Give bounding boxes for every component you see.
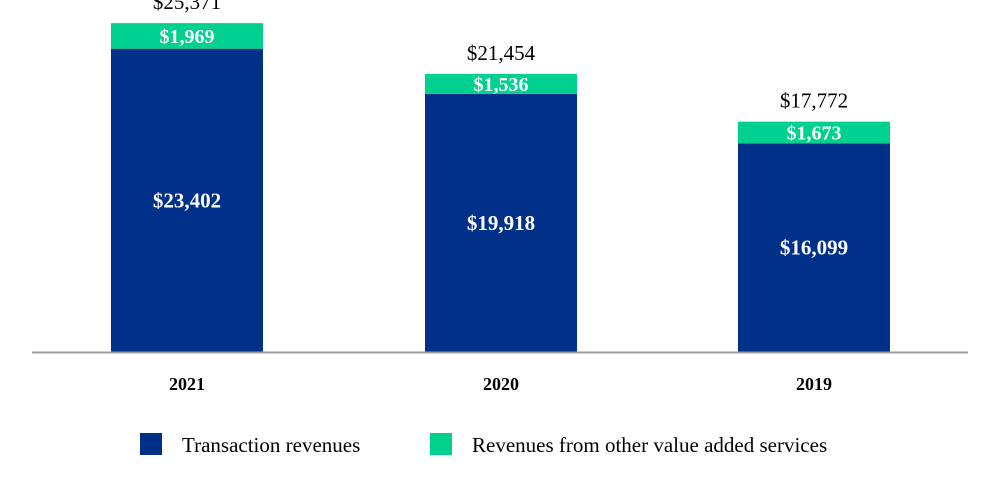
bar-label-transaction-2021: $23,402: [153, 188, 221, 212]
bar-total-label-2019: $17,772: [780, 89, 848, 113]
bar-segment-value-added-2020: [425, 73, 577, 94]
legend-swatch-value-added: [430, 433, 452, 455]
bar-segment-value-added-2021: [111, 23, 263, 49]
bar-label-transaction-2019: $16,099: [780, 236, 848, 260]
legend-swatch-transaction: [140, 433, 162, 455]
bar-segment-transaction-2020: [425, 93, 577, 352]
legend-label-value-added: Revenues from other value added services: [472, 433, 827, 457]
x-tick-label-2021: 2021: [169, 374, 205, 394]
bar-label-value-added-2020: $1,536: [474, 74, 529, 96]
bar-segment-transaction-2021: [111, 48, 263, 353]
bar-label-value-added-2019: $1,673: [787, 122, 842, 144]
bar-label-value-added-2021: $1,969: [160, 26, 215, 48]
bar-total-label-2021: $25,371: [153, 0, 221, 14]
x-tick-label-2019: 2019: [796, 374, 832, 394]
bar-total-label-2020: $21,454: [467, 41, 536, 65]
bar-segment-value-added-2019: [738, 121, 890, 144]
x-tick-label-2020: 2020: [483, 374, 519, 394]
bar-segment-transaction-2019: [738, 143, 890, 352]
bar-label-transaction-2020: $19,918: [467, 211, 535, 235]
legend-label-transaction: Transaction revenues: [182, 433, 360, 457]
